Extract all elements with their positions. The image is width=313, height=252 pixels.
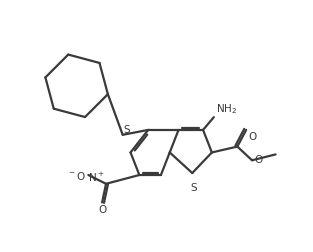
Text: O: O	[254, 155, 262, 165]
Text: S: S	[190, 182, 197, 192]
Text: N$^+$: N$^+$	[89, 170, 105, 183]
Text: NH$_2$: NH$_2$	[216, 102, 237, 116]
Text: $^-$O: $^-$O	[68, 169, 86, 181]
Text: O: O	[248, 131, 256, 141]
Text: O: O	[98, 205, 106, 214]
Text: S: S	[124, 124, 130, 134]
